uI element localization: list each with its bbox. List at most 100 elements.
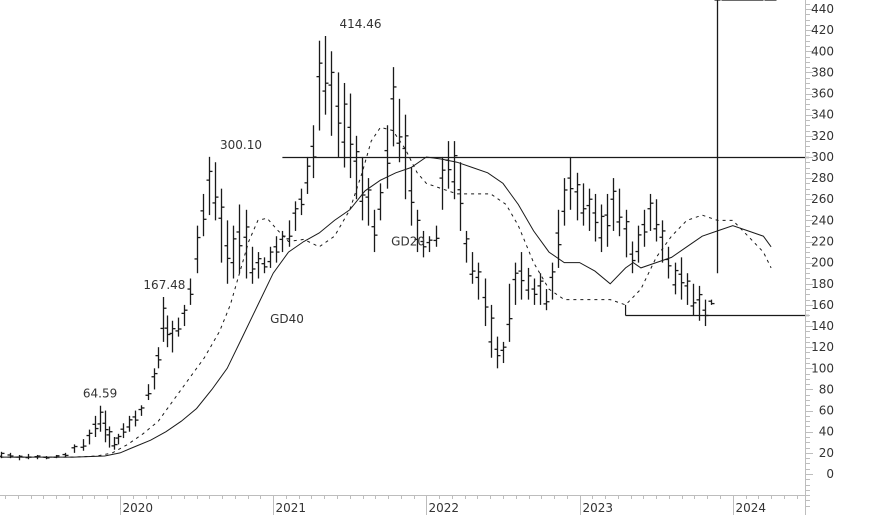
price-bar bbox=[132, 410, 139, 427]
price-bar bbox=[328, 51, 335, 136]
price-bar bbox=[25, 453, 32, 460]
price-bar bbox=[310, 125, 317, 179]
price-bar bbox=[377, 183, 384, 221]
peak-value-label: 167.48 bbox=[143, 278, 185, 292]
price-bar bbox=[92, 415, 99, 438]
price-bar bbox=[647, 193, 654, 231]
price-bar bbox=[151, 368, 158, 390]
price-bar bbox=[200, 193, 207, 237]
y-tick-label: 100 bbox=[811, 361, 834, 375]
price-bar bbox=[353, 135, 360, 200]
price-bar bbox=[506, 283, 513, 342]
price-bar bbox=[396, 98, 403, 163]
price-bar bbox=[463, 230, 470, 263]
y-tick-label: 240 bbox=[811, 213, 834, 227]
y-tick-label: 380 bbox=[811, 65, 834, 79]
y-tick-label: 80 bbox=[819, 382, 834, 396]
price-bar bbox=[604, 193, 611, 247]
y-tick-label: 200 bbox=[811, 256, 834, 270]
price-bar bbox=[469, 252, 476, 284]
gd40-line bbox=[0, 156, 772, 458]
x-axis: 2020 2021 2022 2023 2024 bbox=[0, 495, 805, 515]
price-bar bbox=[138, 405, 145, 416]
price-bar bbox=[690, 283, 697, 316]
price-bar bbox=[111, 437, 118, 450]
price-bar bbox=[62, 452, 69, 458]
price-bar bbox=[623, 209, 630, 258]
x-tick-label: 2020 bbox=[123, 501, 154, 515]
price-bar bbox=[71, 444, 78, 453]
y-tick-label: 160 bbox=[811, 298, 834, 312]
price-bar bbox=[488, 304, 495, 358]
price-bar bbox=[561, 178, 568, 226]
price-bar bbox=[684, 273, 691, 305]
price-bar bbox=[316, 40, 323, 131]
price-bar bbox=[80, 439, 87, 451]
y-tick-label: 400 bbox=[811, 44, 834, 58]
price-bar bbox=[714, 0, 721, 274]
y-tick-label: 320 bbox=[811, 129, 834, 143]
y-tick-label: 0 bbox=[826, 467, 834, 481]
x-tick-label: 2022 bbox=[429, 501, 460, 515]
x-tick-label: 2021 bbox=[276, 501, 307, 515]
price-bar bbox=[16, 454, 23, 461]
y-tick-label: 360 bbox=[811, 87, 834, 101]
price-bar bbox=[635, 225, 642, 263]
price-bar bbox=[475, 262, 482, 300]
price-bar bbox=[580, 183, 587, 226]
y-axis: 0 20 40 60 80 100 120 140 160 180 200 220 240 260 280 3… bbox=[805, 0, 834, 515]
gd20-label: GD20 bbox=[391, 235, 425, 249]
price-bar bbox=[236, 204, 243, 274]
price-bar bbox=[426, 236, 433, 253]
price-bar bbox=[286, 220, 293, 247]
y-tick-label: 40 bbox=[819, 425, 834, 439]
peak-value-label: 300.10 bbox=[220, 138, 262, 152]
price-bar bbox=[243, 209, 250, 279]
x-tick-label: 2024 bbox=[736, 501, 767, 515]
plot-area bbox=[0, 0, 809, 461]
annotations: 414.46 300.10 167.48 64.59 GD20 GD40 bbox=[83, 17, 425, 401]
price-bar bbox=[249, 246, 256, 284]
y-tick-label: 180 bbox=[811, 277, 834, 291]
price-bar bbox=[494, 336, 501, 369]
price-bar bbox=[224, 220, 231, 284]
price-bar bbox=[512, 262, 519, 305]
price-bar bbox=[206, 156, 213, 216]
price-bar bbox=[641, 209, 648, 247]
peak-value-label: 64.59 bbox=[83, 387, 117, 401]
price-bar bbox=[610, 178, 617, 231]
x-tick-label: 2023 bbox=[583, 501, 614, 515]
y-tick-label: 120 bbox=[811, 340, 834, 354]
price-bar bbox=[86, 429, 93, 445]
price-bar bbox=[678, 257, 685, 300]
price-bar bbox=[175, 317, 182, 337]
price-bar bbox=[371, 209, 378, 253]
price-bar bbox=[106, 426, 113, 448]
y-tick-label: 420 bbox=[811, 23, 834, 37]
price-bar bbox=[549, 262, 556, 300]
price-bar bbox=[267, 246, 274, 268]
price-bar bbox=[408, 167, 415, 226]
price-bar bbox=[292, 201, 299, 231]
price-bar bbox=[390, 67, 397, 147]
price-bar bbox=[629, 241, 636, 274]
price-bar bbox=[97, 405, 104, 432]
price-bar bbox=[433, 225, 440, 247]
price-bar bbox=[126, 415, 133, 432]
price-bar bbox=[525, 267, 532, 300]
price-bar bbox=[708, 299, 715, 305]
price-bar bbox=[702, 299, 709, 327]
price-bar bbox=[543, 289, 550, 311]
price-bar bbox=[672, 262, 679, 295]
y-tick-label: 220 bbox=[811, 235, 834, 249]
price-bar bbox=[616, 188, 623, 237]
y-tick-label: 20 bbox=[819, 446, 834, 460]
price-bar bbox=[341, 82, 348, 168]
price-bar bbox=[500, 341, 507, 364]
price-bar bbox=[261, 257, 268, 274]
price-bar bbox=[102, 410, 109, 443]
price-bar bbox=[482, 278, 489, 327]
price-bar bbox=[145, 384, 152, 401]
price-bar bbox=[598, 204, 605, 253]
